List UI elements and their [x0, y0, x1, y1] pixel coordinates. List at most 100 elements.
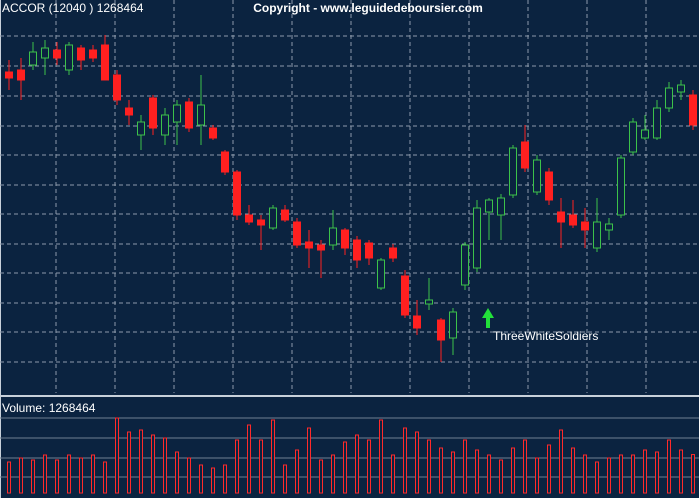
volume-bar: [235, 439, 239, 494]
volume-bar: [391, 454, 395, 494]
candle-body: [173, 104, 181, 123]
volume-bar: [487, 454, 491, 494]
volume-bar: [319, 459, 323, 494]
volume-bar: [511, 447, 515, 494]
volume-bar: [271, 419, 275, 494]
candle-body: [197, 104, 205, 126]
candle-body: [269, 207, 277, 229]
volume-bar: [559, 429, 563, 494]
candle-body: [137, 121, 145, 136]
volume-bar: [343, 441, 347, 494]
volume-bar: [691, 454, 695, 494]
candle-body: [365, 242, 373, 259]
volume-bar: [607, 457, 611, 494]
volume-bar: [619, 454, 623, 494]
candle-body: [377, 259, 385, 289]
volume-label: Volume: 1268464: [2, 401, 96, 415]
volume-bar: [643, 449, 647, 494]
volume-bar: [247, 424, 251, 494]
volume-bar: [475, 449, 479, 494]
candle-body: [521, 141, 529, 169]
candle-body: [509, 147, 517, 196]
candle-body: [413, 315, 421, 329]
candle-body: [257, 219, 265, 226]
candle-body: [665, 87, 673, 109]
volume-bar: [151, 434, 155, 494]
candles: [5, 35, 697, 362]
candle-body: [581, 221, 589, 231]
volume-bar: [211, 467, 215, 494]
candle-body: [605, 223, 613, 231]
volume-bar: [55, 459, 59, 494]
volume-bar: [547, 444, 551, 494]
candle-body: [425, 299, 433, 305]
candle-body: [245, 214, 253, 223]
volume-bar: [583, 454, 587, 494]
copyright: Copyright - www.leguidedeboursier.com: [253, 1, 483, 15]
volume-bar: [115, 417, 119, 494]
volume-bar: [427, 439, 431, 494]
volume-bar: [43, 454, 47, 494]
chart-title: ACCOR (12040 ) 1268464: [2, 1, 144, 15]
volume-bar: [655, 451, 659, 494]
candle-body: [569, 214, 577, 226]
candle-body: [329, 227, 337, 246]
candle-body: [449, 311, 457, 339]
candle-body: [65, 44, 73, 71]
volume-bar: [259, 439, 263, 494]
candle-body: [5, 71, 13, 79]
volume-bar: [535, 457, 539, 494]
candle-body: [689, 94, 697, 126]
volume-bar: [163, 437, 167, 494]
volume-bar: [355, 434, 359, 494]
volume-bar: [79, 457, 83, 494]
candle-body: [461, 244, 469, 286]
candle-body: [593, 221, 601, 249]
candle-body: [17, 69, 25, 81]
volume-bar: [187, 457, 191, 494]
candle-body: [41, 47, 49, 59]
candle-body: [281, 209, 289, 221]
candle-body: [101, 44, 109, 81]
candle-body: [641, 129, 649, 139]
candle-body: [485, 199, 493, 213]
candle-body: [557, 211, 565, 223]
candle-body: [533, 159, 541, 193]
candle-body: [317, 244, 325, 251]
volume-bar: [139, 429, 143, 494]
volume-bars: [7, 417, 695, 494]
volume-bar: [403, 427, 407, 494]
volume-bar: [631, 454, 635, 494]
candle-body: [113, 74, 121, 101]
volume-bar: [451, 451, 455, 494]
candle-body: [473, 207, 481, 269]
candle-body: [221, 151, 229, 173]
candle-body: [185, 101, 193, 129]
candle-body: [629, 121, 637, 153]
volume-bar: [295, 449, 299, 494]
volume-bar: [67, 454, 71, 494]
volume-bar: [127, 431, 131, 494]
volume-bar: [667, 439, 671, 494]
candle-body: [677, 84, 685, 93]
volume-bar: [7, 461, 11, 494]
candle-body: [497, 197, 505, 216]
candle-body: [401, 275, 409, 316]
candle-body: [353, 239, 361, 261]
candle-body: [233, 171, 241, 216]
candle-body: [437, 319, 445, 341]
volume-bar: [91, 454, 95, 494]
volume-bar: [19, 457, 23, 494]
volume-bar: [595, 461, 599, 494]
volume-bar: [331, 454, 335, 494]
volume-bar: [571, 447, 575, 494]
candle-body: [305, 241, 313, 249]
annotation: ThreeWhiteSoldiers: [493, 329, 598, 343]
candle-body: [89, 49, 97, 59]
volume-bar: [367, 439, 371, 494]
volume-bar: [415, 431, 419, 494]
candle-body: [653, 107, 661, 139]
candle-body: [149, 97, 157, 129]
